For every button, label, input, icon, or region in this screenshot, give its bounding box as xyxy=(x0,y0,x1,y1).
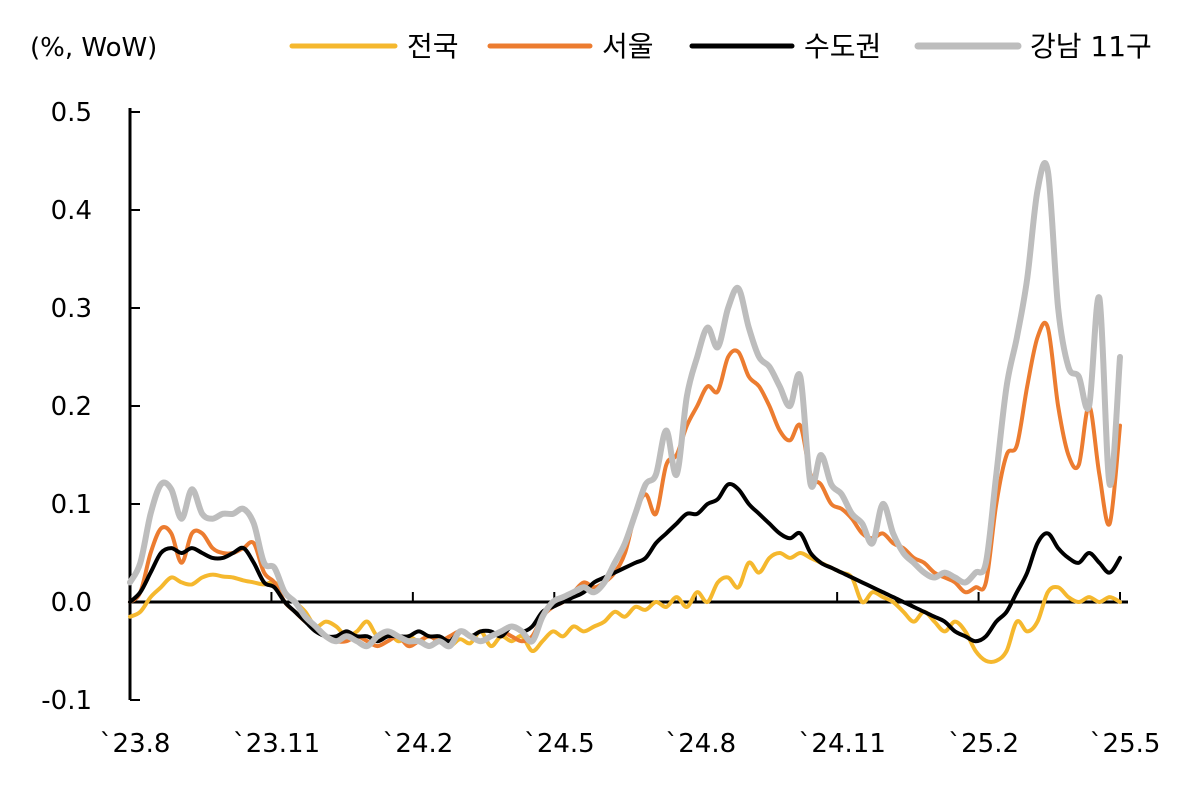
legend-label-1: 서울 xyxy=(602,30,654,63)
y-tick-label: -0.1 xyxy=(41,686,92,716)
y-tick-label: 0.2 xyxy=(51,392,92,422)
x-tick-label: `23.8 xyxy=(100,729,171,759)
x-tick-label: `24.11 xyxy=(798,729,885,759)
legend: 전국 서울 수도권 강남 11구 xyxy=(289,30,1152,63)
legend-label-2: 수도권 xyxy=(804,30,881,63)
y-tick-label: 0.1 xyxy=(51,490,92,520)
x-tick-label: `25.2 xyxy=(948,729,1019,759)
x-tick-label: `24.2 xyxy=(382,729,453,759)
y-tick-label: 0.4 xyxy=(51,196,92,226)
y-tick-label: 0.0 xyxy=(51,588,92,618)
x-ticks: `23.8 `23.11 `24.2 `24.5 `24.8 `24.11 `25.2 `25… xyxy=(100,592,1161,759)
series-line-3 xyxy=(127,160,1123,650)
x-tick-label: `25.5 xyxy=(1090,729,1161,759)
series-line-2 xyxy=(128,482,1122,644)
x-tick-label: `24.5 xyxy=(524,729,595,759)
series-line-1 xyxy=(128,320,1122,649)
y-ticks: 0.5 0.4 0.3 0.2 0.1 0.0 -0.1 xyxy=(41,98,140,716)
x-tick-label: `24.8 xyxy=(665,729,736,759)
legend-label-3: 강남 11구 xyxy=(1030,30,1152,63)
legend-label-0: 전국 xyxy=(407,30,459,63)
y-unit-label: (%, WoW) xyxy=(30,33,157,63)
x-tick-label: `23.11 xyxy=(233,729,320,759)
series-group xyxy=(127,160,1123,664)
y-tick-label: 0.3 xyxy=(51,294,92,324)
y-tick-label: 0.5 xyxy=(51,98,92,128)
